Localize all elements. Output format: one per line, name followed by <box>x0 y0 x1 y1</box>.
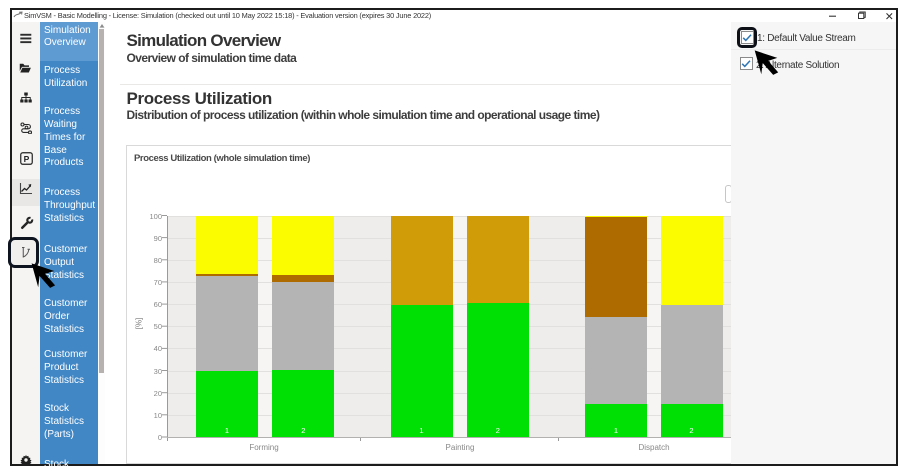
svg-text:P: P <box>23 154 29 164</box>
